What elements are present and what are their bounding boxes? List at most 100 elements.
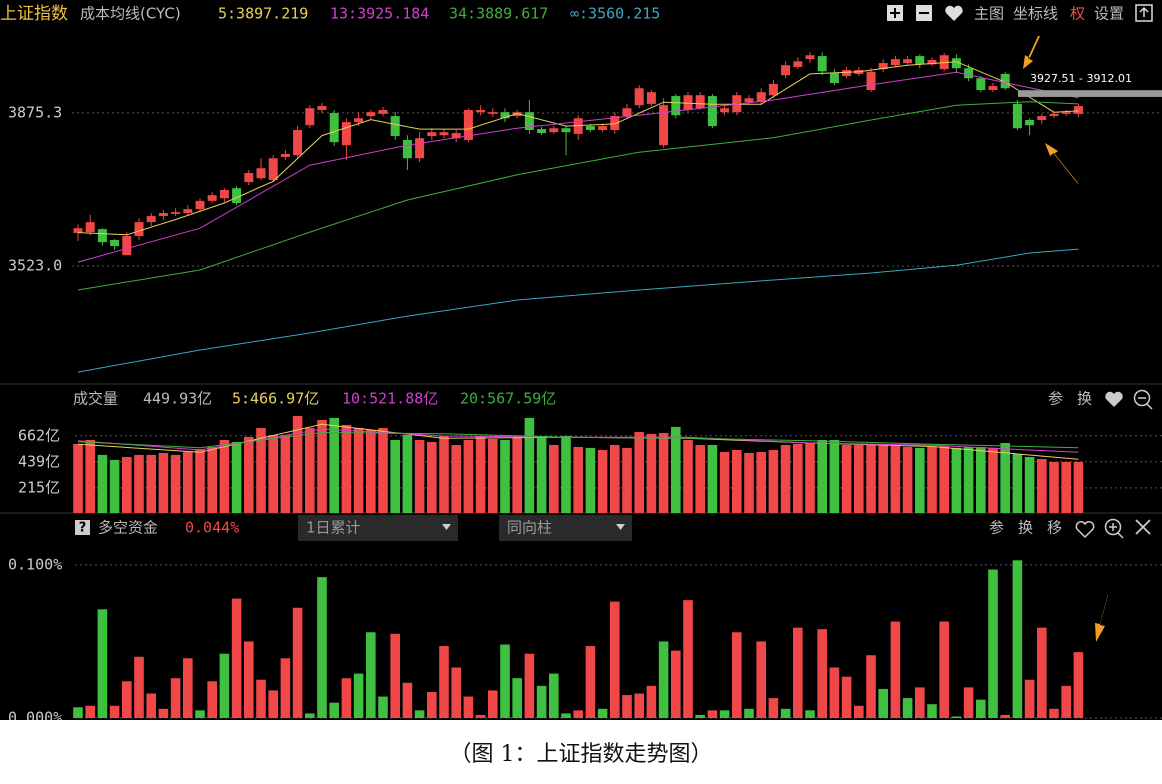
panel-button[interactable]: 换 (1077, 390, 1092, 408)
toolbar-button[interactable]: 设置 (1094, 5, 1124, 23)
y-tick-label: 3875.3 (8, 103, 62, 121)
candle-body (427, 132, 437, 137)
bar (597, 708, 608, 718)
bar (1049, 461, 1059, 513)
bar (402, 682, 413, 718)
candle-body (817, 56, 827, 72)
toolbar-button[interactable]: 坐标线 (1013, 5, 1058, 23)
toolbar-button[interactable]: 主图 (974, 5, 1004, 23)
dropdown[interactable] (298, 515, 458, 541)
candle-body (195, 200, 205, 210)
panel-button[interactable]: 移 (1047, 519, 1062, 537)
bar (768, 450, 779, 513)
candle-body (964, 68, 974, 79)
bar (268, 690, 278, 718)
candle-body (146, 216, 156, 223)
bar (158, 708, 169, 718)
bar (793, 627, 803, 718)
panel-button[interactable]: 换 (1018, 519, 1033, 537)
bar (646, 685, 657, 718)
bar (524, 417, 535, 513)
bar (244, 436, 254, 513)
indicator-name: 成本均线(CYC) (80, 5, 181, 23)
pointer-arrow (1095, 594, 1108, 642)
collapse-icon[interactable] (1133, 389, 1151, 407)
bar (73, 707, 83, 718)
zoom-icon[interactable] (1104, 518, 1122, 536)
bar (951, 447, 962, 513)
bar (658, 641, 669, 718)
candle-body (976, 78, 986, 90)
range-bar (1018, 90, 1162, 97)
bar (146, 454, 156, 513)
toolbar-button[interactable]: 权 (1070, 5, 1085, 23)
candle-body (207, 195, 217, 201)
export-icon[interactable] (1135, 4, 1153, 22)
bar (780, 708, 791, 718)
candle-body (781, 65, 791, 76)
bar (500, 644, 510, 718)
bar (915, 447, 925, 513)
bar (610, 444, 620, 513)
bar (183, 451, 193, 513)
bar (549, 673, 559, 718)
candle-body (305, 108, 315, 126)
panel-button[interactable]: 参 (989, 519, 1004, 537)
bar (1012, 560, 1023, 718)
dropdown-label: 同向柱 (507, 519, 552, 537)
candle-body (915, 56, 925, 65)
legend-entry: 5:466.97亿 (232, 390, 319, 408)
bar (512, 436, 522, 513)
legend-entry: 5:3897.219 (218, 5, 308, 23)
bar (353, 673, 364, 718)
candle-body (573, 118, 583, 134)
help-icon[interactable] (75, 520, 90, 535)
bar (902, 446, 913, 513)
candle-body (256, 168, 266, 179)
bar (183, 658, 193, 718)
bar (1037, 627, 1047, 718)
bar (866, 655, 876, 718)
bar (1000, 714, 1010, 718)
bar (756, 451, 766, 513)
favorite-icon[interactable] (1105, 391, 1123, 407)
y-tick-label: 0.000% (8, 709, 62, 721)
bar (427, 441, 437, 513)
bar (305, 427, 315, 513)
bar (890, 621, 901, 718)
candle-body (524, 112, 534, 130)
bar (793, 443, 803, 513)
panel-button[interactable]: 参 (1048, 390, 1063, 408)
candle-body (537, 129, 547, 134)
candle-body (1061, 112, 1071, 114)
current-value: 0.044% (185, 519, 239, 537)
bar (768, 698, 779, 718)
candle-body (720, 108, 730, 113)
close-icon[interactable] (1135, 519, 1151, 535)
candle-body (500, 112, 510, 119)
bar (317, 419, 327, 513)
bar (683, 439, 693, 513)
bar (500, 439, 510, 513)
dropdown[interactable] (499, 515, 632, 541)
candle-body (695, 95, 705, 109)
ma-line (77, 61, 1079, 236)
ma-line (77, 101, 1079, 291)
bar (732, 450, 742, 513)
bar (1061, 461, 1071, 513)
candle-body (744, 98, 754, 103)
dropdown-arrow (442, 524, 451, 530)
candle-body (549, 128, 559, 133)
favorite-icon[interactable] (1075, 521, 1095, 539)
bar (1000, 443, 1010, 513)
bar (414, 710, 425, 718)
panel-title: 多空资金 (98, 519, 158, 537)
bar (732, 632, 742, 718)
candle-body (293, 129, 303, 156)
favorite-icon[interactable] (945, 5, 963, 21)
bar (134, 454, 144, 513)
bar (585, 447, 596, 513)
bar (549, 444, 559, 513)
candle-body (415, 138, 425, 159)
